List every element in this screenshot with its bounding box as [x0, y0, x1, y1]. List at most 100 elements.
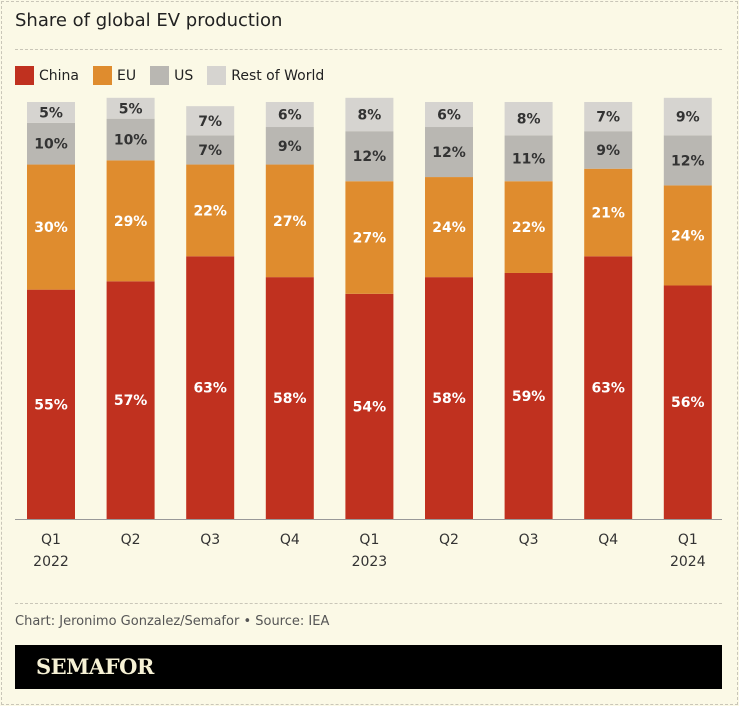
- data-label: 7%: [596, 110, 620, 126]
- data-label: 27%: [353, 231, 387, 247]
- legend-item: US: [150, 66, 193, 85]
- x-tick-label: 2024: [670, 554, 706, 570]
- bar-segment-us: [663, 135, 712, 186]
- x-tick-label: Q3: [519, 532, 539, 548]
- data-label: 11%: [512, 151, 546, 167]
- bar-segment-us: [186, 135, 235, 165]
- x-tick-label: 2023: [352, 554, 388, 570]
- data-label: 29%: [114, 214, 148, 230]
- data-label: 9%: [676, 110, 700, 126]
- data-label: 6%: [437, 108, 461, 124]
- data-label: 12%: [671, 153, 705, 169]
- legend-label: China: [39, 67, 79, 84]
- bar-segment-eu: [186, 164, 235, 257]
- data-label: 57%: [114, 393, 148, 409]
- data-label: 22%: [193, 203, 227, 219]
- x-tick-label: Q2: [121, 532, 141, 548]
- chart-credit: Chart: Jeronimo Gonzalez/Semafor • Sourc…: [15, 614, 330, 629]
- data-label: 63%: [591, 381, 625, 397]
- bar-segment-china: [186, 256, 235, 519]
- data-label: 6%: [278, 108, 302, 124]
- bar-segment-rest-of-world: [27, 102, 75, 123]
- data-label: 8%: [358, 108, 382, 124]
- legend-item: EU: [93, 66, 136, 85]
- data-label: 9%: [596, 143, 620, 159]
- bar-segment-eu: [425, 177, 473, 278]
- bar-segment-rest-of-world: [584, 102, 633, 132]
- data-label: 5%: [39, 105, 63, 121]
- data-label: 24%: [432, 220, 466, 236]
- divider: [15, 603, 722, 604]
- legend-item: Rest of World: [207, 66, 324, 85]
- bar-segment-rest-of-world: [663, 97, 712, 136]
- data-label: 24%: [671, 228, 705, 244]
- brand-bar: SEMAFOR: [15, 645, 722, 689]
- bar-segment-eu: [265, 164, 314, 278]
- data-label: 30%: [34, 220, 68, 236]
- chart-title: Share of global EV production: [15, 10, 283, 31]
- data-label: 10%: [114, 133, 148, 149]
- x-tick-label: Q3: [200, 532, 220, 548]
- legend: China EU US Rest of World: [15, 66, 324, 85]
- x-tick-label: Q2: [439, 532, 459, 548]
- bar-segment-us: [27, 122, 75, 165]
- x-tick-label: Q4: [598, 532, 618, 548]
- legend-label: US: [174, 67, 194, 84]
- data-label: 55%: [34, 397, 68, 413]
- bar-segment-eu: [27, 164, 75, 290]
- bar-segment-eu: [106, 160, 155, 282]
- legend-item: China: [15, 66, 79, 85]
- bar-segment-china: [106, 281, 155, 519]
- bar-segment-us: [265, 127, 314, 165]
- legend-swatch: [15, 66, 34, 85]
- data-label: 63%: [193, 381, 227, 397]
- x-tick-label: Q1: [41, 532, 61, 548]
- bar-segment-eu: [584, 168, 633, 257]
- data-label: 12%: [353, 149, 387, 165]
- bar-segment-eu: [504, 181, 553, 273]
- legend-label: EU: [117, 67, 137, 84]
- data-label: 12%: [432, 145, 466, 161]
- data-label: 59%: [512, 389, 546, 405]
- legend-swatch: [93, 66, 112, 85]
- x-tick-label: Q4: [280, 532, 300, 548]
- bar-segment-rest-of-world: [504, 102, 553, 136]
- bar-segment-rest-of-world: [345, 97, 394, 132]
- bar-segment-china: [504, 272, 553, 519]
- bar-segment-china: [265, 277, 314, 519]
- bar-segment-china: [27, 289, 75, 519]
- data-label: 7%: [198, 143, 222, 159]
- data-label: 10%: [34, 137, 68, 153]
- bar-segment-china: [584, 256, 633, 519]
- bar-segment-us: [345, 131, 394, 182]
- bar-segment-rest-of-world: [186, 106, 235, 136]
- bar-segment-us: [425, 127, 473, 178]
- bar-segment-us: [504, 135, 553, 182]
- bar-segment-china: [425, 277, 473, 519]
- data-label: 56%: [671, 395, 705, 411]
- semafor-logo: SEMAFOR: [36, 654, 154, 679]
- x-tick-label: Q1: [678, 532, 698, 548]
- bar-segment-eu: [663, 185, 712, 286]
- bar-segment-us: [584, 131, 633, 169]
- x-tick-label: 2022: [33, 554, 69, 570]
- legend-swatch: [150, 66, 170, 85]
- data-label: 58%: [273, 391, 307, 407]
- data-label: 9%: [278, 139, 302, 155]
- data-label: 27%: [273, 214, 307, 230]
- data-label: 21%: [591, 206, 625, 222]
- bar-segment-rest-of-world: [425, 102, 473, 128]
- data-label: 5%: [119, 101, 143, 117]
- bar-segment-rest-of-world: [106, 97, 155, 119]
- divider: [15, 49, 722, 50]
- x-tick-label: Q1: [359, 532, 379, 548]
- data-label: 22%: [512, 220, 546, 236]
- bar-segment-us: [106, 118, 155, 161]
- bar-segment-china: [345, 293, 394, 519]
- bar-segment-rest-of-world: [265, 102, 314, 128]
- legend-swatch: [207, 66, 227, 85]
- data-label: 58%: [432, 391, 466, 407]
- bar-segment-eu: [345, 181, 394, 294]
- data-label: 8%: [517, 112, 541, 128]
